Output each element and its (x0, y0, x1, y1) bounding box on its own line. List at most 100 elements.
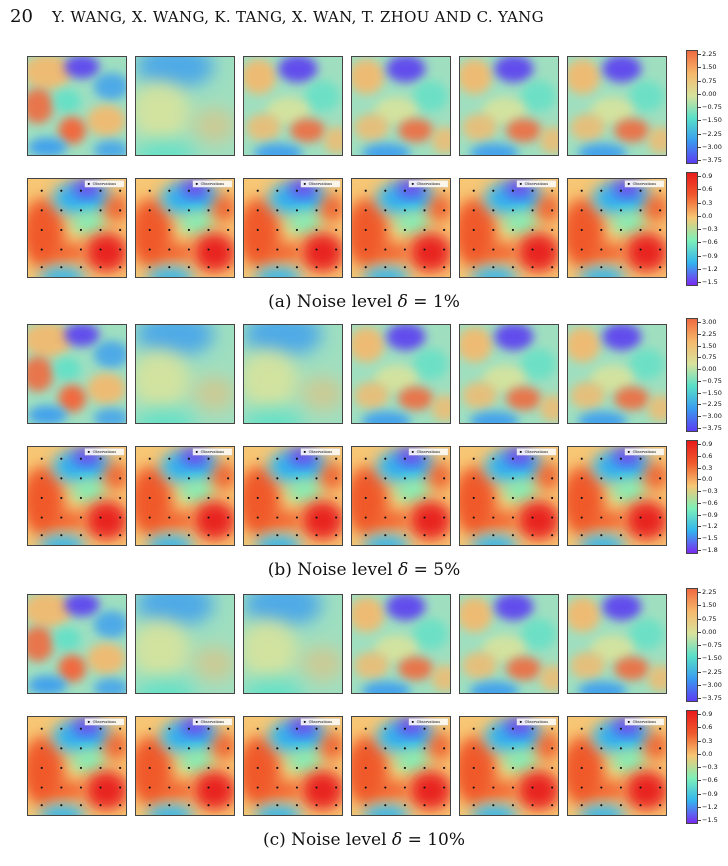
observation-point (403, 189, 406, 192)
observation-point (639, 189, 642, 192)
parameter-field-panel (351, 56, 451, 156)
observation-point (551, 516, 554, 519)
observation-point (148, 534, 151, 537)
observation-point (148, 248, 151, 251)
observation-point (40, 804, 43, 807)
observation-point (315, 786, 318, 789)
colorbar-tick-label: −0.75 (698, 376, 722, 385)
observation-point (659, 228, 662, 232)
observation-point (187, 248, 190, 251)
observation-point (207, 477, 210, 480)
parameter-field-panel (135, 56, 235, 156)
observation-point (443, 248, 446, 251)
observation-point (187, 766, 190, 770)
observation-point (619, 496, 622, 500)
observation-point (227, 266, 230, 269)
observation-point (580, 189, 583, 192)
observation-point (600, 248, 603, 251)
observation-point (79, 477, 82, 480)
observation-point (295, 516, 298, 519)
observation-point (639, 209, 642, 212)
state-colorbar (686, 440, 698, 554)
observation-point (580, 747, 583, 750)
observation-point (443, 496, 446, 500)
colorbar-tick-label: −1.2 (698, 802, 718, 811)
colorbar-tick-label: 1.50 (697, 601, 717, 610)
observation-point (295, 747, 298, 750)
observation-point (148, 727, 151, 730)
observation-point (551, 786, 554, 789)
observation-point (148, 804, 151, 807)
observation-point (384, 457, 387, 460)
state-field-panel: Observations (243, 446, 343, 546)
observation-point (492, 786, 495, 789)
observation-point (295, 766, 298, 770)
observation-point (295, 496, 298, 500)
observation-point (168, 804, 171, 807)
observation-point (531, 534, 534, 537)
observation-point (443, 266, 446, 269)
observation-point (492, 766, 495, 770)
observation-point (99, 766, 102, 770)
observation-point (492, 209, 495, 212)
observation-point (79, 266, 82, 269)
observation-point (364, 727, 367, 730)
observation-point (60, 766, 63, 770)
observation-point (472, 189, 475, 192)
colorbar-tick-label: −0.75 (698, 103, 722, 111)
observation-point (99, 804, 102, 807)
observation-point (492, 804, 495, 807)
observation-point (187, 804, 190, 807)
observation-point (364, 228, 367, 232)
observation-point (315, 747, 318, 750)
colorbar-tick-label: −2.25 (698, 129, 722, 138)
observation-point (276, 496, 279, 500)
observation-point (472, 747, 475, 750)
observation-point (227, 228, 230, 232)
observation-point (580, 228, 583, 232)
observation-point (511, 477, 514, 480)
observation-point (472, 496, 475, 500)
observation-point (600, 228, 603, 232)
observation-point (619, 804, 622, 807)
observation-point (168, 534, 171, 537)
observation-point (207, 189, 210, 192)
observation-point (227, 534, 230, 537)
observation-point (99, 228, 102, 232)
observation-point (659, 189, 662, 192)
observation-point (403, 786, 406, 789)
observation-point (335, 496, 338, 500)
observation-point (187, 786, 190, 789)
parameter-field-panel (27, 594, 127, 694)
legend-label: Observations (201, 450, 225, 454)
colorbar-tick-label: 0.9 (697, 710, 713, 718)
state-field-panel: Observations (243, 178, 343, 278)
colorbar-tick-label: 2.25 (697, 50, 717, 58)
observation-point (79, 786, 82, 789)
state-field-panel: Observations (27, 446, 127, 546)
observation-point (60, 189, 63, 192)
observation-point (384, 786, 387, 789)
legend-label: Observations (201, 720, 225, 724)
observation-point (403, 496, 406, 500)
observation-point (551, 228, 554, 232)
observation-point (40, 766, 43, 770)
observation-point (423, 496, 426, 500)
observation-point (580, 496, 583, 500)
state-field-panel: Observations (459, 178, 559, 278)
observation-point (384, 747, 387, 750)
observation-point (423, 457, 426, 460)
observation-point (119, 727, 122, 730)
state-field-panel: Observations (567, 178, 667, 278)
state-field-panel: Observations (567, 446, 667, 546)
observation-point (511, 786, 514, 789)
observation-point (384, 477, 387, 480)
observation-point (60, 457, 63, 460)
colorbar-tick-label: 0.00 (697, 365, 717, 374)
observation-point (600, 534, 603, 537)
observation-point (335, 228, 338, 232)
observation-point (227, 766, 230, 770)
observation-point (207, 228, 210, 232)
observation-point (148, 266, 151, 269)
observation-point (659, 534, 662, 537)
